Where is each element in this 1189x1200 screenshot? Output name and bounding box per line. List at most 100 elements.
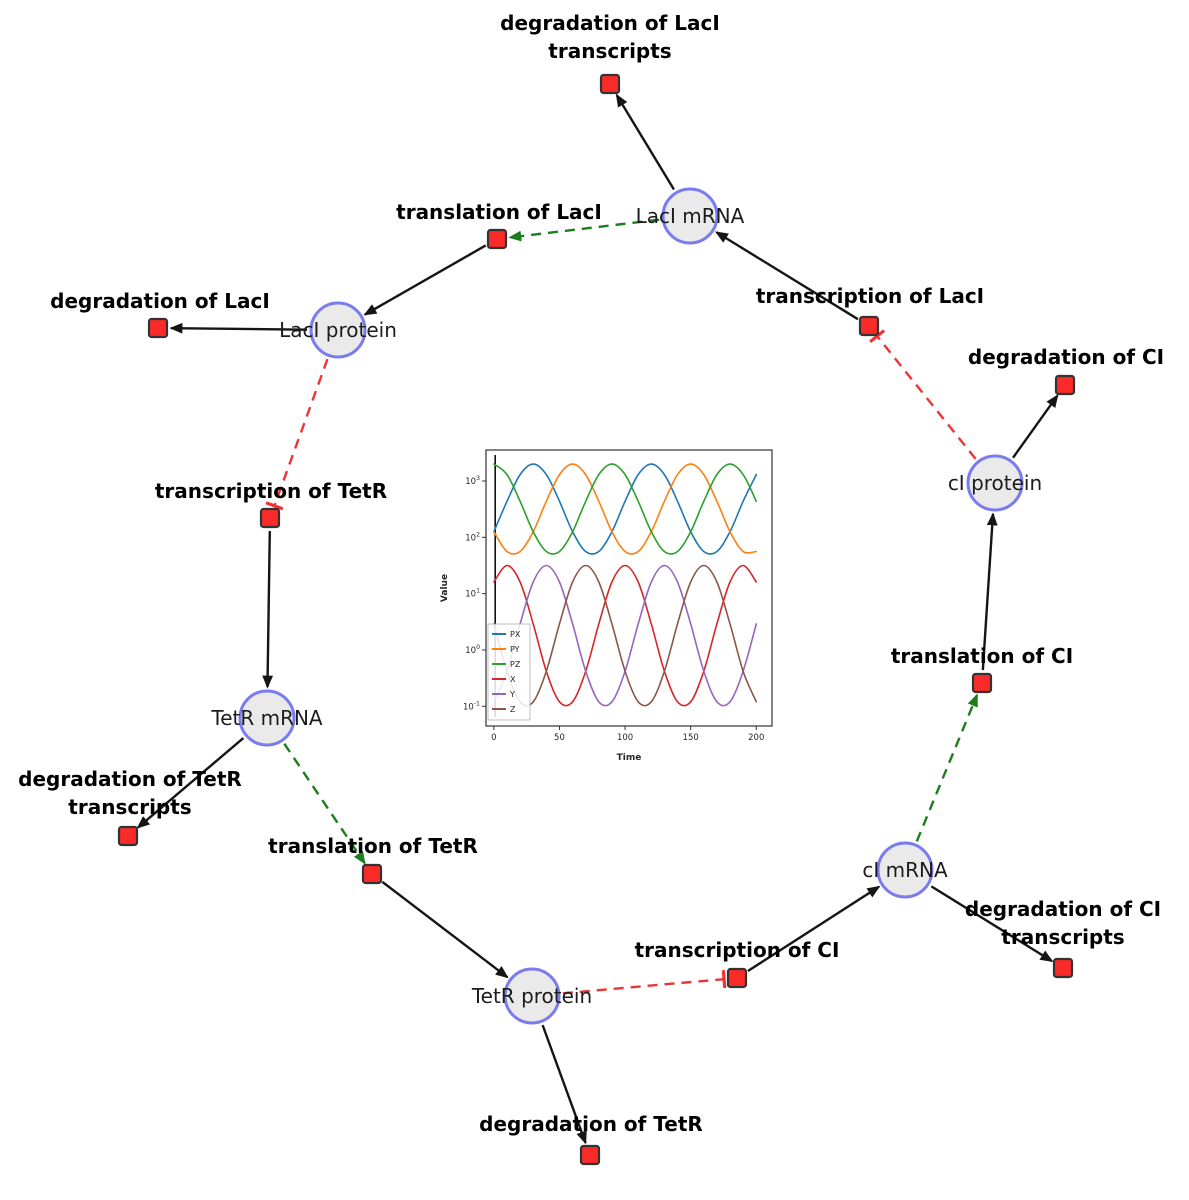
reaction-node-translation_tetr xyxy=(361,863,383,885)
reaction-label-line: degradation of LacI xyxy=(50,289,270,313)
y-tick-base: 10 xyxy=(465,646,476,656)
reaction-label-line: transcripts xyxy=(548,39,671,63)
reaction-label-line: translation of LacI xyxy=(396,200,602,224)
legend-box xyxy=(487,623,531,721)
y-tick-exponent: 2 xyxy=(476,531,480,538)
edge-translation_ci-ci_protein xyxy=(981,512,998,671)
reaction-node-deg_laci xyxy=(147,317,169,339)
reaction-label-line: degradation of LacI xyxy=(500,11,720,35)
edge-translation_laci-laci_protein xyxy=(363,244,487,316)
species-node-tetr_mrna xyxy=(238,689,296,747)
edge-ci_protein-tx_laci xyxy=(869,329,977,460)
plot-frame xyxy=(485,449,773,727)
reaction-label-deg_ci_tx: degradation of CI transcripts xyxy=(965,897,1161,949)
reaction-label-line: translation of CI xyxy=(891,644,1073,668)
y-tick-label: 103 xyxy=(465,475,480,487)
reaction-label-tx_laci: transcription of LacI xyxy=(756,284,984,308)
series-PX-line xyxy=(493,463,758,555)
species-label-ci_protein: cI protein xyxy=(948,471,1042,495)
reaction-label-deg_tetr: degradation of TetR xyxy=(479,1112,703,1136)
reaction-node-deg_laci_tx xyxy=(599,73,621,95)
legend-label-PX: PX xyxy=(510,630,521,639)
x-tick-label: 100 xyxy=(617,733,633,743)
reaction-node-deg_tetr xyxy=(579,1144,601,1166)
reaction-node-deg_ci_tx xyxy=(1052,957,1074,979)
edge-tx_laci-laci_mrna xyxy=(715,231,859,321)
y-tick-label: 102 xyxy=(465,531,480,543)
reaction-label-deg_laci_tx: degradation of LacI transcripts xyxy=(500,11,720,63)
species-label-tetr_protein: TetR protein xyxy=(471,984,592,1008)
series-PZ-line xyxy=(493,463,758,555)
reaction-label-line: translation of TetR xyxy=(268,834,478,858)
timeseries-chart: 0 50 100 150 20010-1100101102103TimeValuePXP… xyxy=(434,438,779,768)
reaction-node-tx_ci xyxy=(726,967,748,989)
species-label-laci_mrna: LacI mRNA xyxy=(636,204,745,228)
species-node-ci_mrna xyxy=(876,841,934,899)
species-label-tetr_mrna: TetR mRNA xyxy=(210,706,323,730)
reaction-node-tx_laci xyxy=(858,315,880,337)
reaction-node-translation_laci xyxy=(486,228,508,250)
species-label-ci_mrna: cI mRNA xyxy=(862,858,948,882)
edge-laci_protein-deg_laci xyxy=(169,322,308,334)
reaction-label-line: degradation of CI xyxy=(965,897,1161,921)
edge-tetr_mrna-deg_tetr_tx xyxy=(136,737,245,829)
reaction-label-tx_tetr: transcription of TetR xyxy=(155,479,387,503)
reaction-node-deg_tetr_tx xyxy=(117,825,139,847)
reaction-label-deg_laci: degradation of LacI xyxy=(50,289,270,313)
y-tick-base: 10 xyxy=(465,590,476,600)
edge-tetr_mrna-translation_tetr xyxy=(283,743,366,865)
y-tick-exponent: 1 xyxy=(476,588,480,595)
edge-laci_mrna-deg_laci_tx xyxy=(615,93,675,191)
legend-label-Z: Z xyxy=(510,705,516,714)
reaction-label-line: transcription of CI xyxy=(635,938,840,962)
reaction-label-translation_laci: translation of LacI xyxy=(396,200,602,224)
reaction-label-line: transcription of TetR xyxy=(155,479,387,503)
y-tick-exponent: -1 xyxy=(474,700,480,707)
y-tick-label: 101 xyxy=(465,588,480,600)
x-tick-label: 200 xyxy=(748,733,764,743)
y-tick-exponent: 3 xyxy=(476,475,480,482)
species-node-tetr_protein xyxy=(503,967,561,1025)
y-tick-base: 10 xyxy=(463,702,474,712)
edge-tx_ci-ci_mrna xyxy=(747,885,881,972)
legend-label-X: X xyxy=(510,675,516,684)
reaction-label-line: transcripts xyxy=(68,795,191,819)
reaction-label-line: transcription of LacI xyxy=(756,284,984,308)
reaction-label-line: transcripts xyxy=(1001,925,1124,949)
x-tick-label: 0 xyxy=(491,733,496,743)
reaction-label-deg_ci: degradation of CI xyxy=(968,345,1164,369)
edge-ci_protein-deg_ci xyxy=(1012,394,1059,459)
reaction-label-tx_ci: transcription of CI xyxy=(635,938,840,962)
species-node-ci_protein xyxy=(966,454,1024,512)
reaction-label-translation_ci: translation of CI xyxy=(891,644,1073,668)
edge-translation_tetr-tetr_protein xyxy=(381,880,509,979)
reaction-label-line: degradation of TetR xyxy=(18,767,242,791)
reaction-label-line: degradation of TetR xyxy=(479,1112,703,1136)
legend-label-PZ: PZ xyxy=(510,660,521,669)
species-node-laci_protein xyxy=(309,301,367,359)
reaction-node-translation_ci xyxy=(971,672,993,694)
x-tick-label: 50 xyxy=(554,733,565,743)
x-tick-label: 150 xyxy=(683,733,699,743)
y-tick-label: 10-1 xyxy=(463,700,480,712)
y-axis-label: Value xyxy=(440,574,450,602)
legend-label-Y: Y xyxy=(509,690,515,699)
reaction-node-deg_ci xyxy=(1054,374,1076,396)
reaction-label-line: degradation of CI xyxy=(968,345,1164,369)
y-tick-base: 10 xyxy=(465,477,476,487)
y-tick-label: 100 xyxy=(465,644,480,656)
simulation-chart-inset: 0 50 100 150 200 10-1 100 101 102 103 Time Value PX P… xyxy=(434,438,779,768)
y-tick-exponent: 0 xyxy=(476,644,480,651)
reaction-label-translation_tetr: translation of TetR xyxy=(268,834,478,858)
series-PY-line xyxy=(493,463,758,555)
series-X-line xyxy=(493,564,758,707)
reaction-node-tx_tetr xyxy=(259,507,281,529)
edge-tetr_protein-tx_ci xyxy=(562,970,727,995)
species-label-laci_protein: LacI protein xyxy=(279,318,397,342)
species-node-laci_mrna xyxy=(661,187,719,245)
edge-ci_mrna-translation_ci xyxy=(915,693,979,842)
edge-laci_protein-tx_tetr xyxy=(265,358,329,511)
series-Z-line xyxy=(493,564,758,707)
